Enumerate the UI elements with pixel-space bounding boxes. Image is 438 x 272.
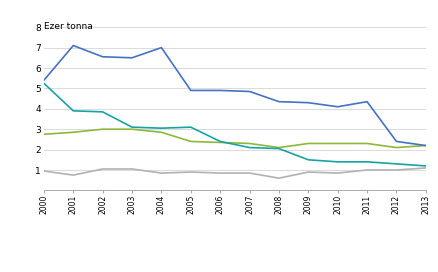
Text: Ezer tonna: Ezer tonna <box>44 22 92 31</box>
